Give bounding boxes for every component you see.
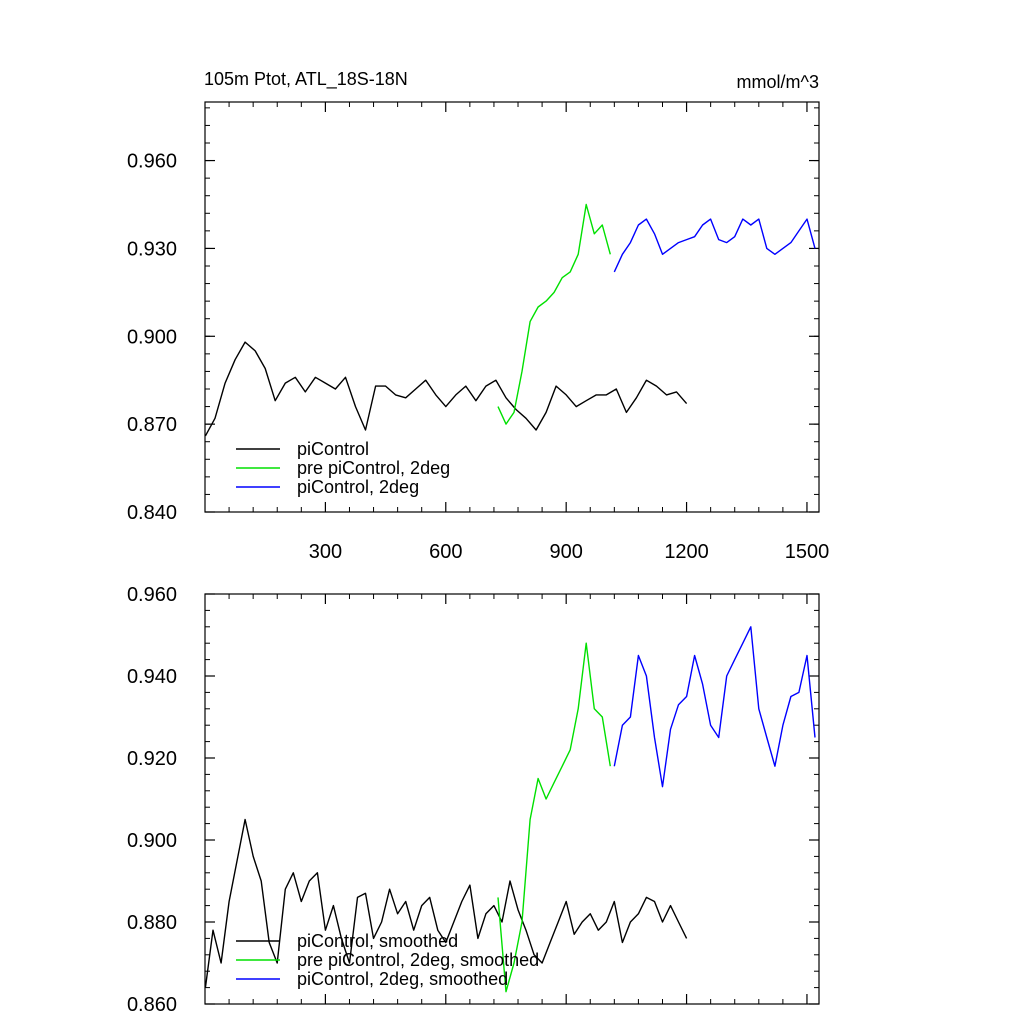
top-panel: 105m Ptot, ATL_18S-18N mmol/m^3 0.840 0.8… (127, 69, 829, 563)
y-tick-label: 0.920 (127, 748, 177, 770)
y-tick-label: 0.940 (127, 666, 177, 688)
legend-label-2: piControl, 2deg (297, 477, 419, 497)
legend-label-0: piControl (297, 439, 369, 459)
series-line-1 (497, 203, 611, 425)
x-tick-label: 300 (309, 541, 342, 563)
series-line-0 (204, 341, 688, 437)
x-tick-label: 600 (429, 541, 462, 563)
top-panel-title: 105m Ptot, ATL_18S-18N (204, 69, 408, 90)
bottom-panel: 0.860 0.880 0.900 0.920 0.940 0.960 piControl,… (127, 584, 820, 1016)
x-tick-label: 900 (549, 541, 582, 563)
y-tick-label: 0.870 (127, 414, 177, 436)
y-tick-label: 0.860 (127, 994, 177, 1016)
top-panel-units: mmol/m^3 (737, 72, 819, 92)
y-tick-label: 0.930 (127, 238, 177, 260)
series-line-0 (204, 818, 688, 988)
series-line-2 (613, 626, 816, 788)
series-line-2 (613, 218, 816, 273)
x-tick-label: 1500 (785, 541, 830, 563)
plot-frame (204, 593, 820, 1005)
legend-label-1: pre piControl, 2deg (297, 458, 450, 478)
y-tick-label: 0.960 (127, 584, 177, 606)
legend-label-1: pre piControl, 2deg, smoothed (297, 950, 539, 970)
y-tick-label: 0.880 (127, 912, 177, 934)
plot-frame (204, 101, 820, 513)
x-tick-label: 1200 (664, 541, 709, 563)
y-tick-label: 0.840 (127, 502, 177, 524)
y-tick-label: 0.900 (127, 830, 177, 852)
y-tick-label: 0.960 (127, 151, 177, 173)
legend-label-2: piControl, 2deg, smoothed (297, 969, 508, 989)
legend-label-0: piControl, smoothed (297, 931, 458, 951)
y-tick-label: 0.900 (127, 326, 177, 348)
series-line-1 (497, 642, 611, 993)
